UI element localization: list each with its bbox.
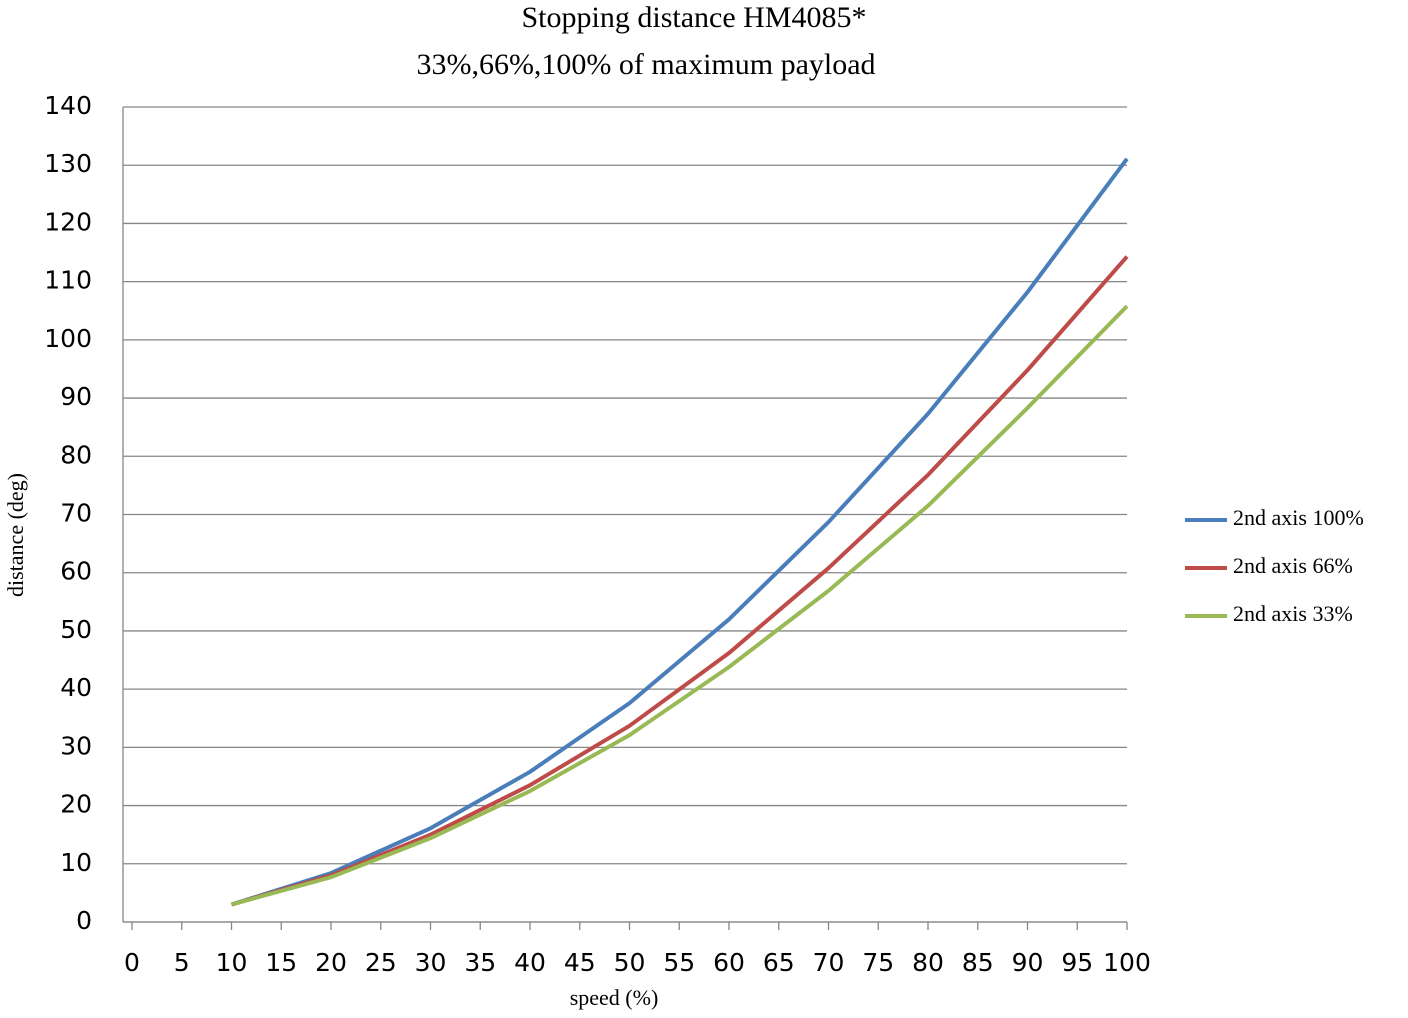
x-tick-label: 30 bbox=[415, 948, 447, 977]
x-tick-label: 45 bbox=[564, 948, 596, 977]
x-tick-label: 35 bbox=[464, 948, 496, 977]
x-tick-label: 10 bbox=[216, 948, 248, 977]
legend-label: 2nd axis 33% bbox=[1233, 601, 1353, 626]
x-tick-label: 40 bbox=[514, 948, 546, 977]
y-tick-label: 60 bbox=[60, 557, 92, 586]
legend-label: 2nd axis 66% bbox=[1233, 553, 1353, 578]
x-tick-label: 70 bbox=[813, 948, 845, 977]
y-tick-label: 100 bbox=[44, 324, 92, 353]
x-tick-label: 20 bbox=[315, 948, 347, 977]
x-tick-label: 5 bbox=[174, 948, 190, 977]
series-line bbox=[230, 157, 1129, 907]
y-tick-label: 140 bbox=[44, 91, 92, 120]
chart-subtitle: 33%,66%,100% of maximum payload bbox=[416, 48, 875, 81]
series-line bbox=[230, 255, 1129, 907]
x-tick-label: 60 bbox=[713, 948, 745, 977]
y-tick-label: 90 bbox=[60, 382, 92, 411]
y-tick-label: 110 bbox=[44, 266, 92, 295]
x-tick-label: 50 bbox=[614, 948, 646, 977]
x-tick-label: 25 bbox=[365, 948, 397, 977]
y-tick-label: 80 bbox=[60, 440, 92, 469]
y-tick-label: 30 bbox=[60, 731, 92, 760]
x-tick-label: 65 bbox=[763, 948, 795, 977]
x-tick-label: 90 bbox=[1012, 948, 1044, 977]
x-tick-label: 80 bbox=[912, 948, 944, 977]
x-tick-label: 15 bbox=[265, 948, 297, 977]
y-tick-label: 70 bbox=[60, 499, 92, 528]
y-tick-label: 0 bbox=[76, 906, 92, 935]
series-line bbox=[230, 304, 1129, 907]
y-tick-label: 120 bbox=[44, 207, 92, 236]
y-tick-label: 10 bbox=[60, 848, 92, 877]
legend-label: 2nd axis 100% bbox=[1233, 505, 1364, 530]
x-axis-label: speed (%) bbox=[570, 985, 659, 1010]
y-axis-label: distance (deg) bbox=[3, 473, 28, 597]
chart-title: Stopping distance HM4085* bbox=[522, 1, 867, 34]
x-tick-label: 95 bbox=[1061, 948, 1093, 977]
y-tick-label: 50 bbox=[60, 615, 92, 644]
x-tick-label: 75 bbox=[862, 948, 894, 977]
y-tick-label: 130 bbox=[44, 149, 92, 178]
x-tick-label: 100 bbox=[1103, 948, 1151, 977]
x-tick-label: 55 bbox=[663, 948, 695, 977]
y-tick-label: 40 bbox=[60, 673, 92, 702]
y-tick-label: 20 bbox=[60, 790, 92, 819]
x-tick-label: 85 bbox=[962, 948, 994, 977]
x-tick-label: 0 bbox=[124, 948, 140, 977]
